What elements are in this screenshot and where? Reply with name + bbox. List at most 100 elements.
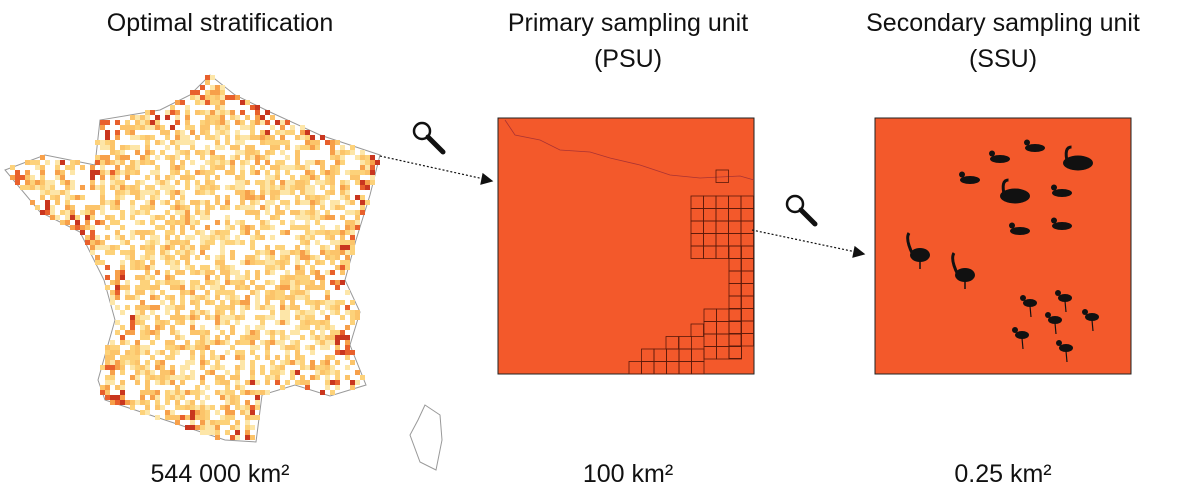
map-cell — [140, 120, 145, 125]
map-cell — [285, 270, 290, 275]
map-cell — [155, 140, 160, 145]
map-cell — [330, 390, 335, 395]
map-cell — [170, 325, 175, 330]
map-cell — [115, 275, 120, 280]
map-cell — [135, 340, 140, 345]
map-cell — [90, 170, 95, 175]
map-cell — [115, 155, 120, 160]
map-cell — [265, 130, 270, 135]
map-cell — [275, 265, 280, 270]
map-cell — [245, 295, 250, 300]
map-cell — [135, 290, 140, 295]
map-cell — [175, 170, 180, 175]
map-cell — [160, 380, 165, 385]
map-cell — [175, 415, 180, 420]
map-cell — [280, 360, 285, 365]
map-cell — [175, 140, 180, 145]
map-cell — [75, 195, 80, 200]
map-cell — [145, 335, 150, 340]
map-cell — [280, 130, 285, 135]
map-cell — [165, 370, 170, 375]
map-cell — [145, 275, 150, 280]
map-cell — [165, 235, 170, 240]
map-cell — [165, 305, 170, 310]
map-cell — [160, 350, 165, 355]
map-cell — [305, 245, 310, 250]
map-cell — [105, 250, 110, 255]
panel-title: (PSU) — [594, 45, 662, 73]
map-cell — [190, 405, 195, 410]
map-cell — [240, 365, 245, 370]
map-cell — [110, 145, 115, 150]
map-cell — [285, 295, 290, 300]
map-cell — [125, 400, 130, 405]
map-cell — [350, 220, 355, 225]
map-cell — [210, 160, 215, 165]
map-cell — [325, 340, 330, 345]
map-cell — [100, 140, 105, 145]
map-cell — [345, 355, 350, 360]
map-cell — [190, 315, 195, 320]
map-cell — [345, 340, 350, 345]
map-cell — [300, 310, 305, 315]
map-cell — [135, 165, 140, 170]
map-cell — [55, 190, 60, 195]
map-cell — [190, 345, 195, 350]
map-cell — [175, 320, 180, 325]
map-cell — [215, 430, 220, 435]
map-cell — [195, 300, 200, 305]
map-cell — [240, 220, 245, 225]
map-cell — [290, 295, 295, 300]
map-cell — [155, 330, 160, 335]
map-cell — [325, 385, 330, 390]
map-cell — [105, 130, 110, 135]
map-cell — [205, 395, 210, 400]
map-cell — [265, 265, 270, 270]
map-cell — [180, 135, 185, 140]
map-cell — [325, 345, 330, 350]
map-cell — [55, 170, 60, 175]
map-cell — [340, 160, 345, 165]
map-cell — [75, 215, 80, 220]
map-cell — [325, 355, 330, 360]
map-cell — [295, 350, 300, 355]
map-cell — [225, 415, 230, 420]
map-cell — [180, 215, 185, 220]
map-cell — [180, 220, 185, 225]
map-cell — [205, 215, 210, 220]
map-cell — [285, 380, 290, 385]
map-cell — [50, 210, 55, 215]
map-cell — [85, 225, 90, 230]
map-cell — [135, 190, 140, 195]
map-cell — [205, 245, 210, 250]
map-cell — [105, 225, 110, 230]
map-cell — [240, 385, 245, 390]
map-cell — [150, 370, 155, 375]
map-cell — [195, 190, 200, 195]
map-cell — [215, 200, 220, 205]
map-cell — [220, 390, 225, 395]
map-cell — [225, 200, 230, 205]
map-cell — [140, 125, 145, 130]
map-cell — [375, 160, 380, 165]
map-cell — [115, 190, 120, 195]
map-cell — [175, 115, 180, 120]
map-cell — [285, 140, 290, 145]
map-cell — [265, 205, 270, 210]
map-cell — [190, 370, 195, 375]
map-cell — [120, 225, 125, 230]
map-cell — [50, 185, 55, 190]
map-cell — [250, 380, 255, 385]
map-cell — [220, 290, 225, 295]
map-cell — [345, 255, 350, 260]
map-cell — [145, 270, 150, 275]
map-cell — [175, 180, 180, 185]
map-cell — [350, 230, 355, 235]
map-cell — [260, 390, 265, 395]
map-cell — [165, 135, 170, 140]
map-cell — [215, 165, 220, 170]
map-cell — [105, 170, 110, 175]
map-cell — [245, 195, 250, 200]
map-cell — [280, 200, 285, 205]
map-cell — [165, 220, 170, 225]
